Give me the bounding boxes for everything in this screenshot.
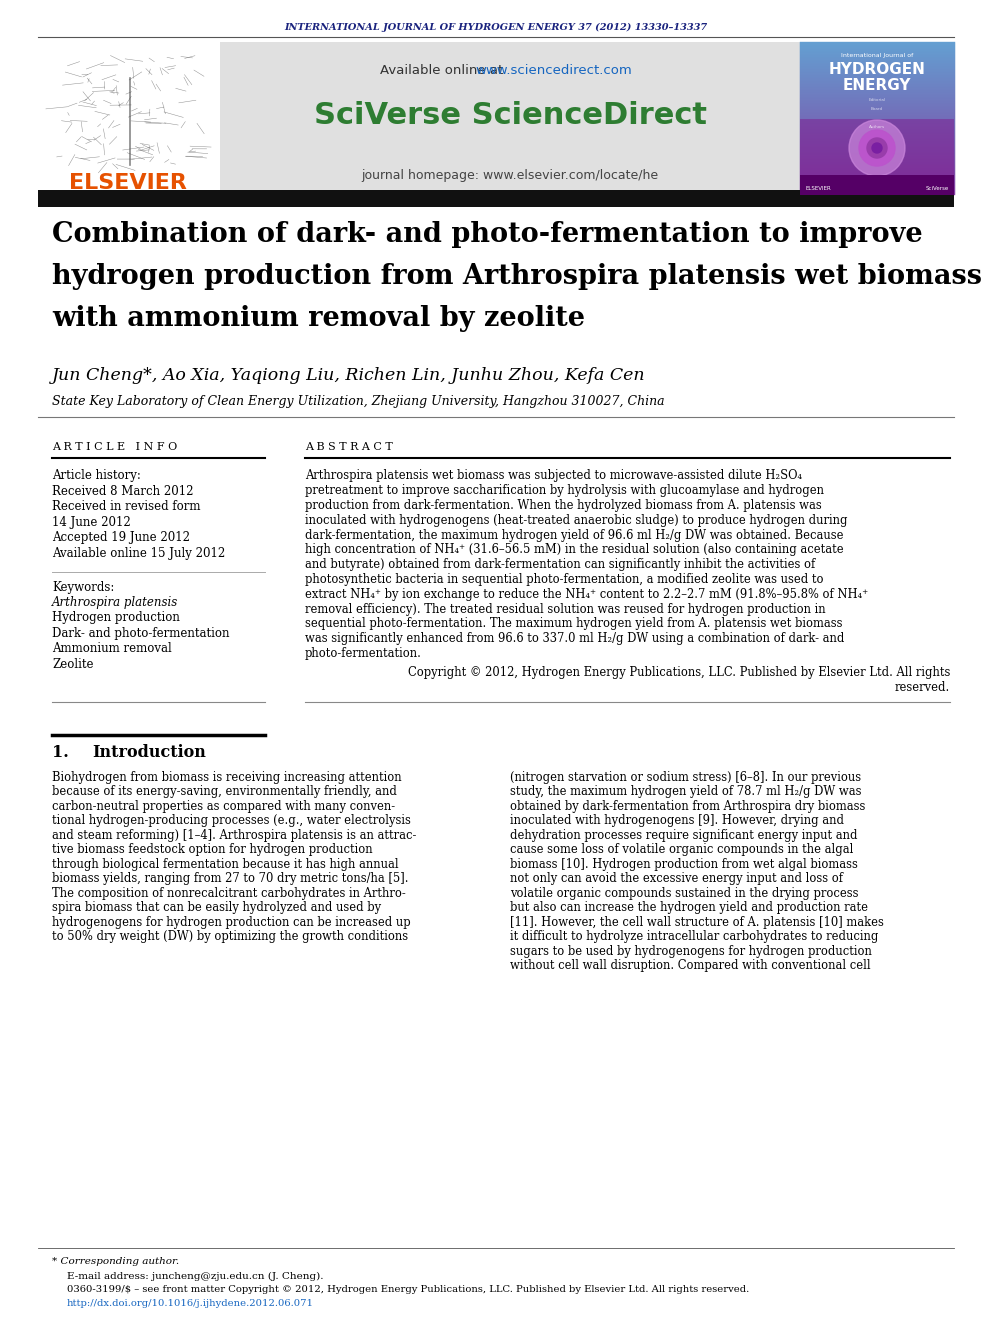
Text: http://dx.doi.org/10.1016/j.ijhydene.2012.06.071: http://dx.doi.org/10.1016/j.ijhydene.201… bbox=[67, 1299, 314, 1308]
Text: SciVerse ScienceDirect: SciVerse ScienceDirect bbox=[313, 101, 706, 130]
Text: SciVerse: SciVerse bbox=[926, 185, 949, 191]
Circle shape bbox=[867, 138, 887, 157]
Text: ELSEVIER: ELSEVIER bbox=[805, 185, 830, 191]
Text: INTERNATIONAL JOURNAL OF HYDROGEN ENERGY 37 (2012) 13330–13337: INTERNATIONAL JOURNAL OF HYDROGEN ENERGY… bbox=[285, 22, 707, 32]
Text: sugars to be used by hydrogenogens for hydrogen production: sugars to be used by hydrogenogens for h… bbox=[510, 945, 872, 958]
Text: Received 8 March 2012: Received 8 March 2012 bbox=[52, 486, 193, 497]
Text: high concentration of NH₄⁺ (31.6–56.5 mM) in the residual solution (also contain: high concentration of NH₄⁺ (31.6–56.5 mM… bbox=[305, 544, 843, 557]
Text: Article history:: Article history: bbox=[52, 470, 141, 483]
Bar bbox=[800, 175, 954, 194]
Text: Jun Cheng*, Ao Xia, Yaqiong Liu, Richen Lin, Junhu Zhou, Kefa Cen: Jun Cheng*, Ao Xia, Yaqiong Liu, Richen … bbox=[52, 366, 646, 384]
Text: Zeolite: Zeolite bbox=[52, 658, 93, 671]
Text: ENERGY: ENERGY bbox=[843, 78, 912, 93]
Text: with ammonium removal by zeolite: with ammonium removal by zeolite bbox=[52, 306, 585, 332]
Text: Board: Board bbox=[871, 107, 883, 111]
Text: hydrogen production from Arthrospira platensis wet biomass: hydrogen production from Arthrospira pla… bbox=[52, 263, 982, 291]
Text: and butyrate) obtained from dark-fermentation can significantly inhibit the acti: and butyrate) obtained from dark-ferment… bbox=[305, 558, 815, 572]
Text: biomass yields, ranging from 27 to 70 dry metric tons/ha [5].: biomass yields, ranging from 27 to 70 dr… bbox=[52, 872, 409, 885]
Text: 0360-3199/$ – see front matter Copyright © 2012, Hydrogen Energy Publications, L: 0360-3199/$ – see front matter Copyright… bbox=[67, 1286, 749, 1294]
Bar bbox=[220, 42, 800, 194]
Text: Available online at: Available online at bbox=[380, 64, 508, 77]
Text: A R T I C L E   I N F O: A R T I C L E I N F O bbox=[52, 442, 178, 452]
Text: Keywords:: Keywords: bbox=[52, 581, 114, 594]
Bar bbox=[800, 119, 954, 194]
Text: through biological fermentation because it has high annual: through biological fermentation because … bbox=[52, 857, 399, 871]
Text: sequential photo-fermentation. The maximum hydrogen yield from A. platensis wet : sequential photo-fermentation. The maxim… bbox=[305, 618, 842, 631]
Text: pretreatment to improve saccharification by hydrolysis with glucoamylase and hyd: pretreatment to improve saccharification… bbox=[305, 484, 824, 497]
Text: production from dark-fermentation. When the hydrolyzed biomass from A. platensis: production from dark-fermentation. When … bbox=[305, 499, 821, 512]
Text: State Key Laboratory of Clean Energy Utilization, Zhejiang University, Hangzhou : State Key Laboratory of Clean Energy Uti… bbox=[52, 396, 665, 409]
Text: Arthrospira platensis: Arthrospira platensis bbox=[52, 595, 179, 609]
Text: inoculated with hydrogenogens [9]. However, drying and: inoculated with hydrogenogens [9]. Howev… bbox=[510, 814, 844, 827]
Text: Editorial: Editorial bbox=[869, 98, 886, 102]
Text: spira biomass that can be easily hydrolyzed and used by: spira biomass that can be easily hydroly… bbox=[52, 901, 381, 914]
Text: removal efficiency). The treated residual solution was reused for hydrogen produ: removal efficiency). The treated residua… bbox=[305, 603, 825, 615]
Circle shape bbox=[849, 120, 905, 176]
Text: was significantly enhanced from 96.6 to 337.0 ml H₂/g DW using a combination of : was significantly enhanced from 96.6 to … bbox=[305, 632, 844, 646]
Text: International Journal of: International Journal of bbox=[841, 53, 913, 57]
Text: Combination of dark- and photo-fermentation to improve: Combination of dark- and photo-fermentat… bbox=[52, 221, 923, 249]
Text: 1.: 1. bbox=[52, 744, 68, 761]
Text: dark-fermentation, the maximum hydrogen yield of 96.6 ml H₂/g DW was obtained. B: dark-fermentation, the maximum hydrogen … bbox=[305, 529, 843, 541]
Text: study, the maximum hydrogen yield of 78.7 ml H₂/g DW was: study, the maximum hydrogen yield of 78.… bbox=[510, 785, 861, 798]
Text: Arthrospira platensis wet biomass was subjected to microwave-assisted dilute H₂S: Arthrospira platensis wet biomass was su… bbox=[305, 470, 802, 483]
Text: it difficult to hydrolyze intracellular carbohydrates to reducing: it difficult to hydrolyze intracellular … bbox=[510, 930, 878, 943]
Circle shape bbox=[872, 143, 882, 153]
Text: cause some loss of volatile organic compounds in the algal: cause some loss of volatile organic comp… bbox=[510, 843, 853, 856]
Text: biomass [10]. Hydrogen production from wet algal biomass: biomass [10]. Hydrogen production from w… bbox=[510, 857, 858, 871]
Text: and steam reforming) [1–4]. Arthrospira platensis is an attrac-: and steam reforming) [1–4]. Arthrospira … bbox=[52, 828, 417, 841]
Text: E-mail address: juncheng@zju.edu.cn (J. Cheng).: E-mail address: juncheng@zju.edu.cn (J. … bbox=[67, 1271, 323, 1281]
Text: Authors: Authors bbox=[869, 124, 885, 130]
Text: volatile organic compounds sustained in the drying process: volatile organic compounds sustained in … bbox=[510, 886, 858, 900]
Text: inoculated with hydrogenogens (heat-treated anaerobic sludge) to produce hydroge: inoculated with hydrogenogens (heat-trea… bbox=[305, 513, 847, 527]
Bar bbox=[38, 191, 954, 206]
Text: 14 June 2012: 14 June 2012 bbox=[52, 516, 131, 529]
Text: HYDROGEN: HYDROGEN bbox=[828, 62, 926, 78]
Text: A B S T R A C T: A B S T R A C T bbox=[305, 442, 393, 452]
Text: Dark- and photo-fermentation: Dark- and photo-fermentation bbox=[52, 627, 229, 640]
Bar bbox=[38, 42, 220, 194]
Text: extract NH₄⁺ by ion exchange to reduce the NH₄⁺ content to 2.2–2.7 mM (91.8%–95.: extract NH₄⁺ by ion exchange to reduce t… bbox=[305, 587, 868, 601]
Text: not only can avoid the excessive energy input and loss of: not only can avoid the excessive energy … bbox=[510, 872, 843, 885]
Text: Accepted 19 June 2012: Accepted 19 June 2012 bbox=[52, 532, 190, 545]
Text: photo-fermentation.: photo-fermentation. bbox=[305, 647, 422, 660]
Text: dehydration processes require significant energy input and: dehydration processes require significan… bbox=[510, 828, 857, 841]
Text: hydrogenogens for hydrogen production can be increased up: hydrogenogens for hydrogen production ca… bbox=[52, 916, 411, 929]
Text: Hydrogen production: Hydrogen production bbox=[52, 611, 180, 624]
Text: The composition of nonrecalcitrant carbohydrates in Arthro-: The composition of nonrecalcitrant carbo… bbox=[52, 886, 406, 900]
Circle shape bbox=[859, 130, 895, 165]
Text: Received in revised form: Received in revised form bbox=[52, 500, 200, 513]
Text: without cell wall disruption. Compared with conventional cell: without cell wall disruption. Compared w… bbox=[510, 959, 871, 972]
Text: obtained by dark-fermentation from Arthrospira dry biomass: obtained by dark-fermentation from Arthr… bbox=[510, 799, 865, 812]
Text: tive biomass feedstock option for hydrogen production: tive biomass feedstock option for hydrog… bbox=[52, 843, 373, 856]
Text: Biohydrogen from biomass is receiving increasing attention: Biohydrogen from biomass is receiving in… bbox=[52, 771, 402, 783]
Text: * Corresponding author.: * Corresponding author. bbox=[52, 1257, 180, 1266]
Text: Available online 15 July 2012: Available online 15 July 2012 bbox=[52, 546, 225, 560]
Text: [11]. However, the cell wall structure of A. platensis [10] makes: [11]. However, the cell wall structure o… bbox=[510, 916, 884, 929]
Text: Copyright © 2012, Hydrogen Energy Publications, LLC. Published by Elsevier Ltd. : Copyright © 2012, Hydrogen Energy Public… bbox=[408, 665, 950, 679]
Text: www.sciencedirect.com: www.sciencedirect.com bbox=[475, 64, 632, 77]
Text: journal homepage: www.elsevier.com/locate/he: journal homepage: www.elsevier.com/locat… bbox=[361, 168, 659, 181]
Text: Ammonium removal: Ammonium removal bbox=[52, 643, 172, 655]
Text: but also can increase the hydrogen yield and production rate: but also can increase the hydrogen yield… bbox=[510, 901, 868, 914]
Text: photosynthetic bacteria in sequential photo-fermentation, a modified zeolite was: photosynthetic bacteria in sequential ph… bbox=[305, 573, 823, 586]
Text: because of its energy-saving, environmentally friendly, and: because of its energy-saving, environmen… bbox=[52, 785, 397, 798]
Text: ELSEVIER: ELSEVIER bbox=[69, 173, 186, 193]
Text: (nitrogen starvation or sodium stress) [6–8]. In our previous: (nitrogen starvation or sodium stress) [… bbox=[510, 771, 861, 783]
Text: to 50% dry weight (DW) by optimizing the growth conditions: to 50% dry weight (DW) by optimizing the… bbox=[52, 930, 408, 943]
Text: Introduction: Introduction bbox=[92, 744, 206, 761]
Text: carbon-neutral properties as compared with many conven-: carbon-neutral properties as compared wi… bbox=[52, 799, 395, 812]
Text: reserved.: reserved. bbox=[895, 681, 950, 693]
Text: tional hydrogen-producing processes (e.g., water electrolysis: tional hydrogen-producing processes (e.g… bbox=[52, 814, 411, 827]
